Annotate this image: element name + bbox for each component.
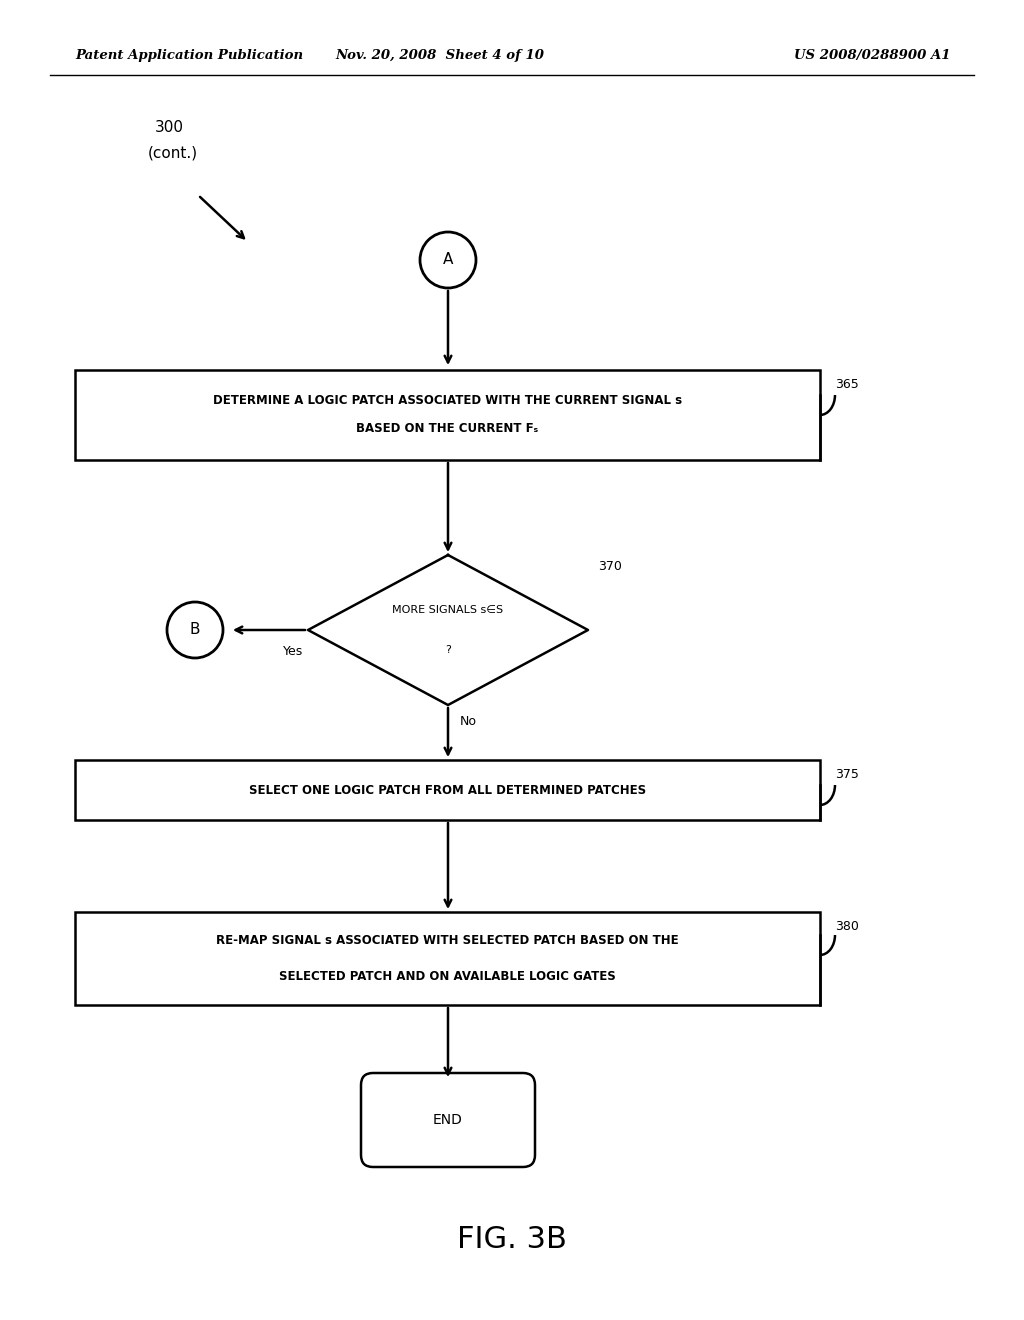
Text: SELECT ONE LOGIC PATCH FROM ALL DETERMINED PATCHES: SELECT ONE LOGIC PATCH FROM ALL DETERMIN… [249, 784, 646, 796]
Text: No: No [460, 715, 477, 729]
Text: Yes: Yes [283, 645, 303, 657]
Text: (cont.): (cont.) [148, 145, 198, 160]
Text: ?: ? [445, 645, 451, 655]
Text: 370: 370 [598, 560, 622, 573]
Text: 365: 365 [835, 378, 859, 391]
Text: DETERMINE A LOGIC PATCH ASSOCIATED WITH THE CURRENT SIGNAL s: DETERMINE A LOGIC PATCH ASSOCIATED WITH … [213, 395, 682, 408]
Text: 380: 380 [835, 920, 859, 933]
FancyBboxPatch shape [75, 370, 820, 459]
FancyBboxPatch shape [75, 760, 820, 820]
Text: BASED ON THE CURRENT Fₛ: BASED ON THE CURRENT Fₛ [356, 422, 539, 436]
FancyBboxPatch shape [361, 1073, 535, 1167]
Text: 300: 300 [155, 120, 184, 135]
Text: MORE SIGNALS s∈S: MORE SIGNALS s∈S [392, 605, 504, 615]
Text: END: END [433, 1113, 463, 1127]
Text: 375: 375 [835, 768, 859, 781]
Text: FIG. 3B: FIG. 3B [457, 1225, 567, 1254]
Text: B: B [189, 623, 201, 638]
Text: US 2008/0288900 A1: US 2008/0288900 A1 [794, 49, 950, 62]
Text: RE-MAP SIGNAL s ASSOCIATED WITH SELECTED PATCH BASED ON THE: RE-MAP SIGNAL s ASSOCIATED WITH SELECTED… [216, 935, 679, 946]
Text: Patent Application Publication: Patent Application Publication [75, 49, 303, 62]
Text: SELECTED PATCH AND ON AVAILABLE LOGIC GATES: SELECTED PATCH AND ON AVAILABLE LOGIC GA… [280, 970, 615, 983]
Text: Nov. 20, 2008  Sheet 4 of 10: Nov. 20, 2008 Sheet 4 of 10 [336, 49, 545, 62]
Text: A: A [442, 252, 454, 268]
FancyBboxPatch shape [75, 912, 820, 1005]
